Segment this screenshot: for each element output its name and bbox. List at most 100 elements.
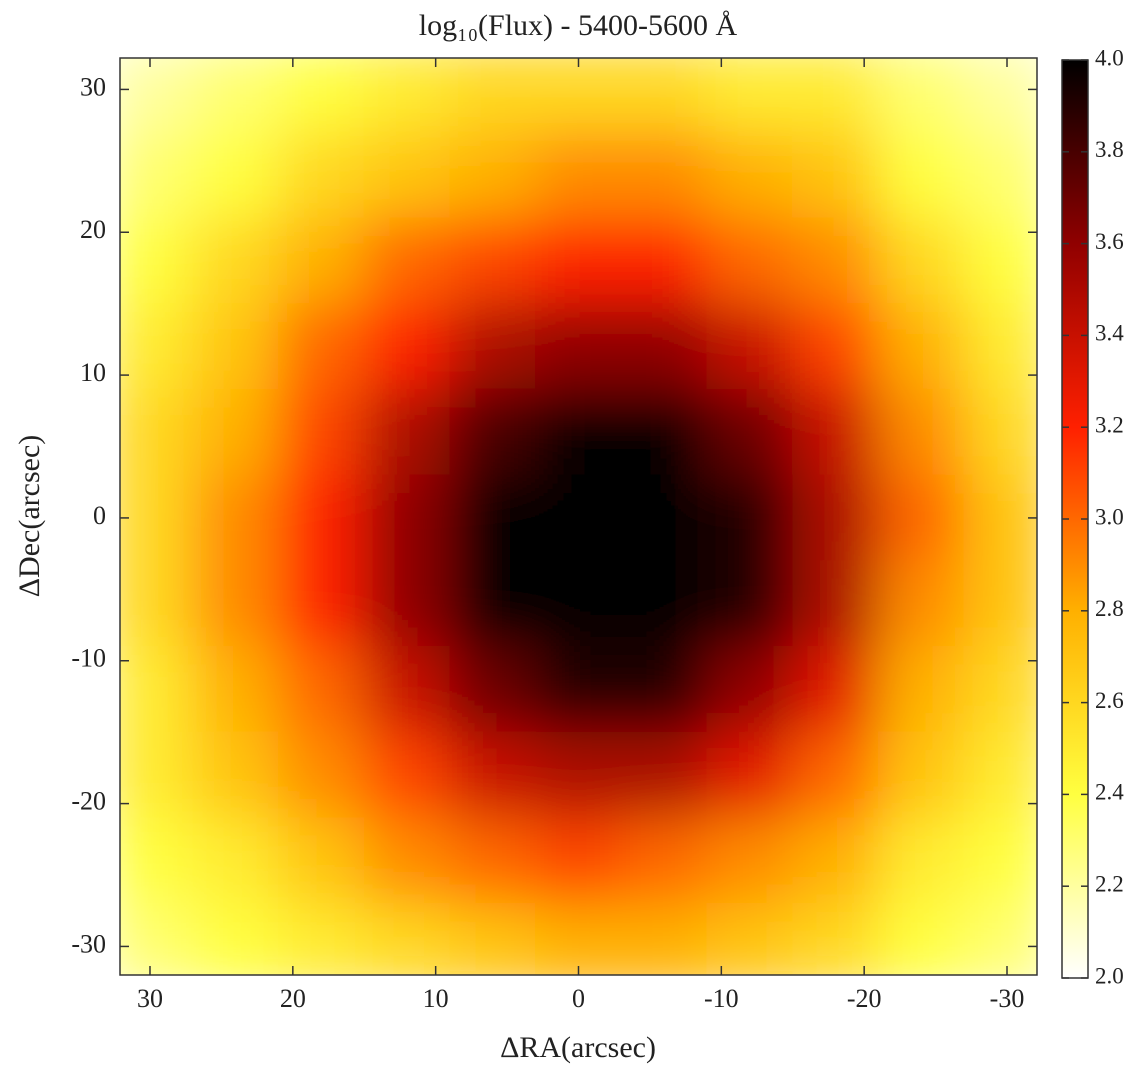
heatmap-cell — [363, 388, 451, 476]
heatmap-cell — [706, 217, 794, 305]
heatmap-cell — [877, 388, 965, 476]
heatmap-cell — [449, 645, 537, 733]
heatmap-cell — [620, 474, 708, 562]
heatmap-cell — [963, 731, 1037, 819]
heatmap-cell — [877, 303, 965, 390]
heatmap-cell — [792, 388, 879, 476]
heatmap-cell — [792, 131, 879, 219]
heatmap-cell — [877, 58, 965, 133]
x-tick-label: -10 — [704, 984, 739, 1013]
heatmap-cell — [120, 388, 194, 476]
heatmap-cell — [449, 303, 537, 390]
heatmap-cell — [706, 131, 794, 219]
heatmap-cell — [192, 474, 280, 562]
heatmap-cell — [706, 731, 794, 819]
heatmap-cell — [278, 474, 365, 562]
heatmap-cell — [535, 388, 622, 476]
heatmap-cell — [120, 560, 194, 647]
heatmap-cell — [963, 903, 1037, 975]
heatmap-cell — [535, 58, 622, 133]
heatmap-cell — [278, 303, 365, 390]
colorbar-tick-label: 2.2 — [1095, 871, 1124, 896]
heatmap-cell — [877, 731, 965, 819]
heatmap-cell — [278, 731, 365, 819]
heatmap-cell — [192, 731, 280, 819]
y-tick-label: 0 — [93, 501, 106, 530]
x-tick-label: -30 — [990, 984, 1025, 1013]
heatmap-cell — [877, 217, 965, 305]
heatmap-cell — [192, 817, 280, 905]
heatmap-cell — [535, 731, 622, 819]
y-tick-label: -10 — [71, 644, 106, 673]
heatmap-cell — [535, 474, 622, 562]
heatmap-cell — [792, 58, 879, 133]
heatmap-cell — [192, 217, 280, 305]
heatmap-cell — [278, 131, 365, 219]
colorbar-tick-label: 2.6 — [1095, 688, 1124, 713]
heatmap-cell — [278, 388, 365, 476]
heatmap-cell — [620, 817, 708, 905]
heatmap-cell — [363, 817, 451, 905]
heatmap-cell — [963, 560, 1037, 647]
x-tick-label: 30 — [137, 984, 163, 1013]
colorbar-tick-label: 3.2 — [1095, 412, 1124, 437]
heatmap-cell — [620, 645, 708, 733]
heatmap-cell — [363, 58, 451, 133]
heatmap-cell — [278, 903, 365, 975]
x-axis-label: ΔRA(arcsec) — [500, 1031, 656, 1064]
heatmap-cell — [706, 645, 794, 733]
heatmap-cell — [620, 560, 708, 647]
heatmap-cell — [363, 131, 451, 219]
heatmap-cell — [449, 131, 537, 219]
heatmap-cell — [363, 474, 451, 562]
heatmap-cell — [877, 131, 965, 219]
heatmap-cell — [278, 560, 365, 647]
heatmap-cell — [963, 58, 1037, 133]
heatmap-cell — [535, 903, 622, 975]
heatmap-cell — [792, 474, 879, 562]
x-tick-label: -20 — [847, 984, 882, 1013]
heatmap-cell — [706, 474, 794, 562]
heatmap-cell — [535, 560, 622, 647]
heatmap-cell — [792, 217, 879, 305]
heatmap-cell — [449, 474, 537, 562]
heatmap-cell — [120, 645, 194, 733]
colorbar-tick-label: 3.4 — [1095, 321, 1124, 346]
heatmap-cell — [363, 217, 451, 305]
heatmap-cell — [620, 217, 708, 305]
y-tick-label: -30 — [71, 929, 106, 958]
heatmap-cell — [706, 303, 794, 390]
colorbar-tick-label: 2.4 — [1095, 780, 1124, 805]
heatmap-cell — [120, 474, 194, 562]
heatmap-cells — [120, 58, 1037, 975]
heatmap-cell — [278, 217, 365, 305]
heatmap-cell — [963, 474, 1037, 562]
heatmap-cell — [620, 903, 708, 975]
heatmap-cell — [620, 731, 708, 819]
heatmap-cell — [192, 131, 280, 219]
heatmap-cell — [449, 217, 537, 305]
heatmap-cell — [278, 645, 365, 733]
heatmap-cell — [877, 560, 965, 647]
heatmap-cell — [706, 58, 794, 133]
heatmap-cell — [877, 903, 965, 975]
heatmap-cell — [120, 731, 194, 819]
heatmap-cell — [963, 303, 1037, 390]
heatmap-cell — [278, 817, 365, 905]
heatmap-cell — [963, 131, 1037, 219]
heatmap-cell — [792, 303, 879, 390]
heatmap-cell — [535, 645, 622, 733]
colorbar-tick-label: 2.0 — [1095, 963, 1124, 988]
heatmap-area — [120, 58, 1037, 975]
heatmap-cell — [363, 731, 451, 819]
y-tick-label: 20 — [80, 215, 106, 244]
heatmap-cell — [963, 817, 1037, 905]
heatmap-cell — [449, 903, 537, 975]
heatmap-cell — [449, 560, 537, 647]
heatmap-cell — [449, 388, 537, 476]
heatmap-cell — [792, 817, 879, 905]
heatmap-cell — [706, 388, 794, 476]
chart-title: log₁₀(Flux) - 5400-5600 Å — [419, 9, 738, 42]
heatmap-cell — [792, 560, 879, 647]
